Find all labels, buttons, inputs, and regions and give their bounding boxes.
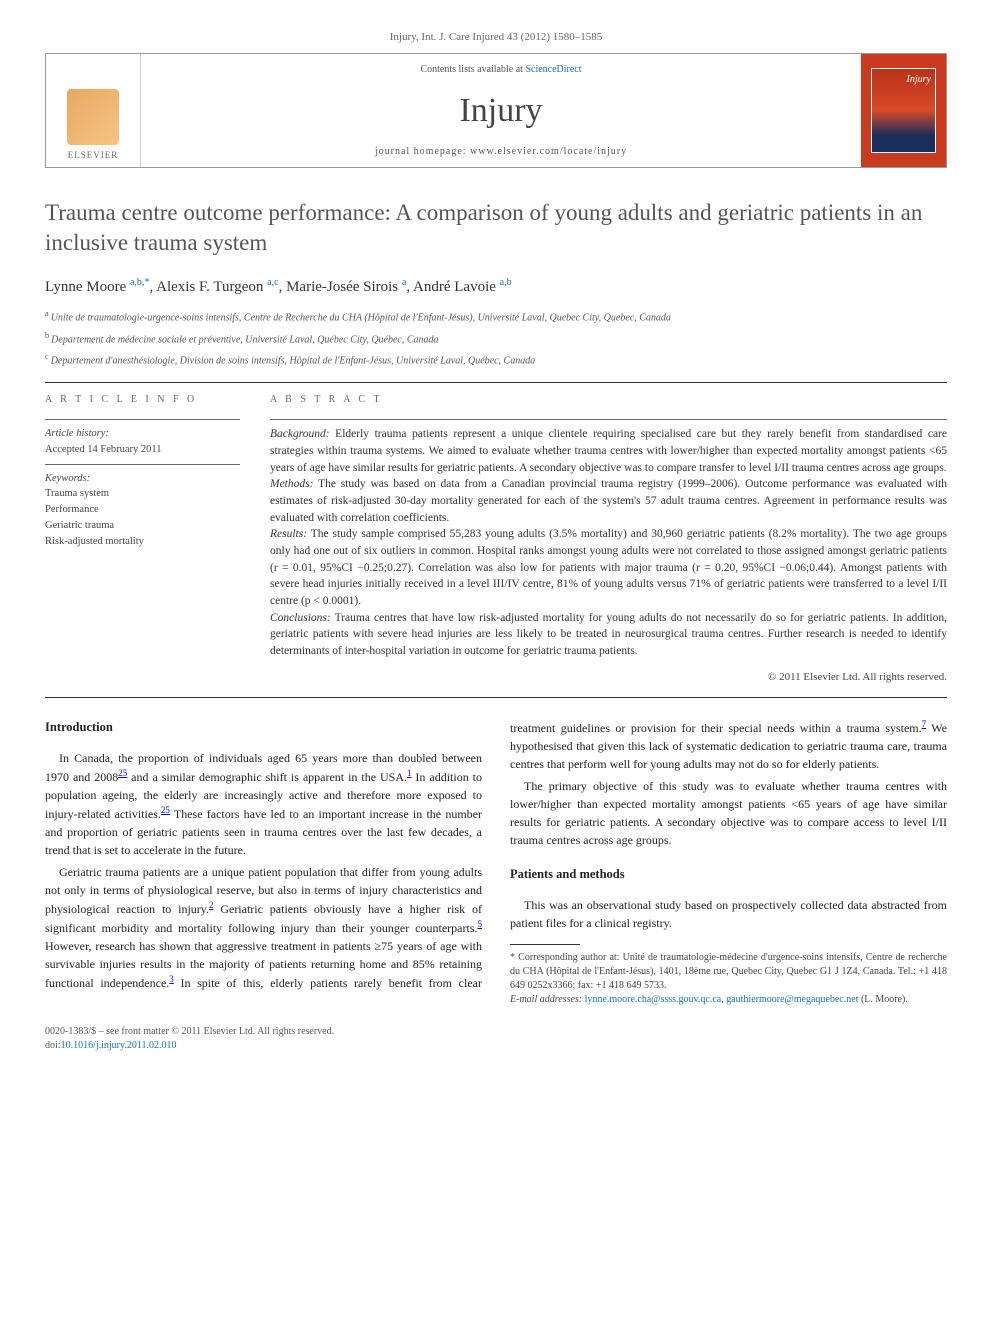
keyword: Risk-adjusted mortality [45,534,240,550]
doi-link[interactable]: 10.1016/j.injury.2011.02.010 [61,1040,177,1051]
journal-citation: Injury, Int. J. Care Injured 43 (2012) 1… [45,30,947,45]
aff-text: Departement de médecine sociale et préve… [51,334,438,345]
history-label: Article history: [45,426,240,442]
homepage-prefix: journal homepage: [375,146,470,157]
email-footnote: E-mail addresses: lynne.moore.cha@ssss.g… [510,993,947,1007]
aff-text: Unite de traumatologie-urgence-soins int… [51,313,671,324]
body-text: and a similar demographic shift is appar… [127,770,407,784]
author-name: André Lavoie [413,279,496,295]
author-list: Lynne Moore a,b,*, Alexis F. Turgeon a,c… [45,276,947,298]
keywords-block: Keywords: Trauma system Performance Geri… [45,471,240,550]
abs-results-label: Results: [270,528,307,540]
abstract-text: Background: Elderly trauma patients repr… [270,426,947,659]
aff-sup: c [45,352,49,361]
homepage-url: www.elsevier.com/locate/injury [470,146,627,157]
body-paragraph: In Canada, the proportion of individuals… [45,749,482,859]
abs-background: Elderly trauma patients represent a uniq… [270,428,947,473]
keyword: Trauma system [45,486,240,502]
journal-homepage: journal homepage: www.elsevier.com/locat… [375,145,627,159]
introduction-heading: Introduction [45,718,482,737]
meta-divider [45,419,240,420]
author: André Lavoie a,b [413,279,512,295]
sciencedirect-link[interactable]: ScienceDirect [525,64,581,75]
citation-link[interactable]: 5 [478,919,483,929]
footnote-block: * Corresponding author at: Unité de trau… [510,944,947,1007]
email-link[interactable]: gauthiermoore@megaquebec.net [726,994,858,1005]
cover-thumbnail-block [861,54,946,167]
journal-header: ELSEVIER Contents lists available at Sci… [45,53,947,168]
publisher-logo-block: ELSEVIER [46,54,141,167]
affiliation: bDepartement de médecine sociale et prév… [45,330,947,347]
meta-divider [270,419,947,420]
elsevier-tree-icon [67,89,119,145]
email-link[interactable]: lynne.moore.cha@ssss.gouv.qc.ca [585,994,722,1005]
page-footer: 0020-1383/$ – see front matter © 2011 El… [45,1025,947,1053]
keyword: Geriatric trauma [45,518,240,534]
email-label: E-mail addresses: [510,994,582,1005]
history-value: Accepted 14 February 2011 [45,442,240,458]
email-suffix: (L. Moore). [858,994,907,1005]
aff-text: Departement d'anesthésiologie, Division … [51,355,536,366]
patients-methods-heading: Patients and methods [510,865,947,884]
aff-sup: b [45,331,49,340]
author-aff-link[interactable]: a,b, [130,277,144,288]
abs-conclusions: Trauma centres that have low risk-adjust… [270,612,947,657]
article-history: Article history: Accepted 14 February 20… [45,426,240,458]
publisher-name: ELSEVIER [68,149,119,162]
author-aff-link[interactable]: a,c [267,277,278,288]
header-center: Contents lists available at ScienceDirec… [141,54,861,167]
footnote-separator [510,944,580,945]
cover-thumbnail-icon [871,68,936,153]
abs-conclusions-label: Conclusions: [270,612,331,624]
article-title: Trauma centre outcome performance: A com… [45,198,947,258]
footer-left: 0020-1383/$ – see front matter © 2011 El… [45,1025,334,1053]
divider [45,697,947,698]
abs-results: The study sample comprised 55,283 young … [270,528,947,607]
meta-divider [45,464,240,465]
author: Alexis F. Turgeon a,c [156,279,278,295]
citation-link[interactable]: 25 [118,768,127,778]
divider [45,382,947,383]
body-paragraph: This was an observational study based on… [510,896,947,932]
corresponding-author-footnote: * Corresponding author at: Unité de trau… [510,951,947,993]
footnote-text: Corresponding author at: Unité de trauma… [510,952,947,991]
abstract-head: A B S T R A C T [270,393,947,407]
author: Lynne Moore a,b,* [45,279,149,295]
author-aff-link[interactable]: a [402,277,406,288]
body-columns: Introduction In Canada, the proportion o… [45,718,947,1007]
meta-abstract-row: A R T I C L E I N F O Article history: A… [45,393,947,685]
author-name: Alexis F. Turgeon [156,279,263,295]
author-name: Marie-Josée Sirois [286,279,398,295]
author-aff-link[interactable]: a,b [500,277,512,288]
keywords-label: Keywords: [45,471,240,487]
abs-methods-label: Methods: [270,478,313,490]
citation-link[interactable]: 25 [161,805,170,815]
doi-line: doi:10.1016/j.injury.2011.02.010 [45,1039,334,1053]
issn-copyright: 0020-1383/$ – see front matter © 2011 El… [45,1025,334,1039]
abs-methods: The study was based on data from a Canad… [270,478,947,523]
contents-available-line: Contents lists available at ScienceDirec… [420,63,581,77]
body-text: to injury. [162,902,209,916]
contents-prefix: Contents lists available at [420,64,525,75]
journal-name: Injury [459,87,542,135]
aff-sup: a [45,309,49,318]
article-info-column: A R T I C L E I N F O Article history: A… [45,393,240,685]
affiliation: cDepartement d'anesthésiologie, Division… [45,351,947,368]
article-info-head: A R T I C L E I N F O [45,393,240,407]
affiliation: aUnite de traumatologie-urgence-soins in… [45,308,947,325]
author-name: Lynne Moore [45,279,126,295]
abs-background-label: Background: [270,428,330,440]
abstract-column: A B S T R A C T Background: Elderly trau… [270,393,947,685]
body-paragraph: The primary objective of this study was … [510,777,947,849]
corresponding-link[interactable]: * [144,277,149,288]
abstract-copyright: © 2011 Elsevier Ltd. All rights reserved… [270,670,947,685]
doi-label: doi: [45,1040,61,1051]
author: Marie-Josée Sirois a [286,279,406,295]
keyword: Performance [45,502,240,518]
